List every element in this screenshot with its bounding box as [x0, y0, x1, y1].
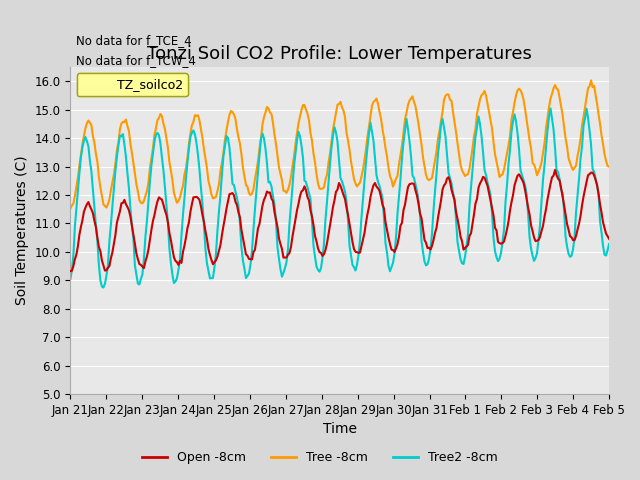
- X-axis label: Time: Time: [323, 422, 356, 436]
- Legend: TZ_soilco2: TZ_soilco2: [77, 73, 188, 96]
- Text: No data for f_TCW_4: No data for f_TCW_4: [76, 54, 196, 67]
- Y-axis label: Soil Temperatures (C): Soil Temperatures (C): [15, 156, 29, 305]
- Legend: Open -8cm, Tree -8cm, Tree2 -8cm: Open -8cm, Tree -8cm, Tree2 -8cm: [137, 446, 503, 469]
- Text: No data for f_TCE_4: No data for f_TCE_4: [76, 35, 191, 48]
- Title: Tonzi Soil CO2 Profile: Lower Temperatures: Tonzi Soil CO2 Profile: Lower Temperatur…: [147, 45, 532, 63]
